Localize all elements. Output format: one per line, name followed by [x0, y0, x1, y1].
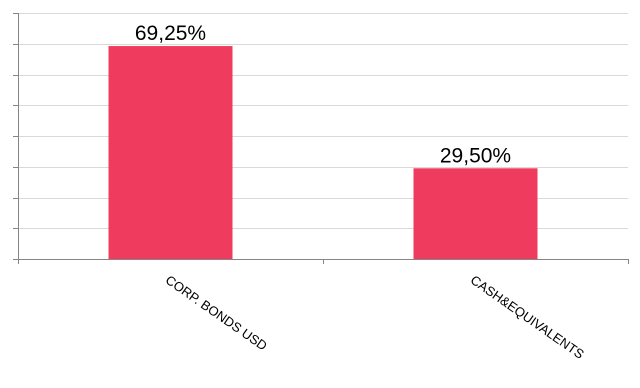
bar-0: [108, 46, 233, 260]
category-label-0: CORP. BONDS USD: [163, 272, 270, 353]
data-label-1: 29,50%: [440, 144, 511, 167]
bars: [108, 46, 538, 260]
bar-1: [413, 168, 538, 259]
category-label-1: CASH&EQUIVALENTS: [468, 272, 587, 362]
axes: [13, 13, 629, 264]
data-labels: 69,25% 29,50%: [135, 22, 511, 167]
category-labels: CORP. BONDS USD CASH&EQUIVALENTS: [163, 272, 587, 362]
data-label-0: 69,25%: [135, 22, 206, 45]
